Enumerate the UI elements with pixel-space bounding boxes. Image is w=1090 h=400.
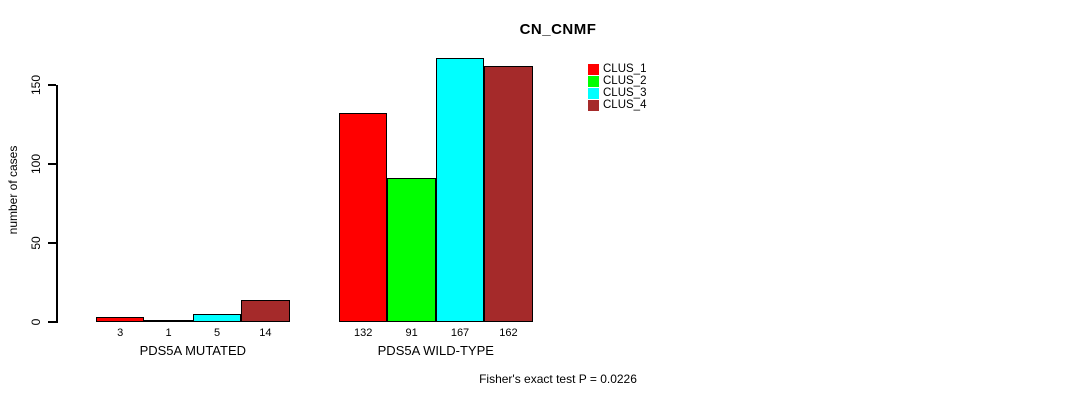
- y-tick-label: 150: [29, 74, 43, 96]
- bar-clus_2-group1: [144, 319, 193, 322]
- bar-value-label: 167: [450, 327, 470, 339]
- group-label: PDS5A WILD-TYPE: [377, 343, 494, 358]
- y-tick-mark: [48, 163, 56, 165]
- bar-value-label: 1: [165, 327, 172, 339]
- bar-clus_2-group2: [387, 178, 436, 322]
- legend: CLUS_1 CLUS_2 CLUS_3 CLUS_4: [588, 63, 646, 111]
- y-tick-mark: [48, 321, 56, 323]
- fisher-test-annotation: Fisher's exact test P = 0.0226: [479, 372, 637, 386]
- y-axis-line: [56, 85, 58, 323]
- legend-label: CLUS_4: [603, 99, 647, 111]
- legend-label: CLUS_2: [603, 75, 647, 87]
- y-tick-mark: [48, 84, 56, 86]
- bar-value-label: 91: [405, 327, 418, 339]
- legend-item-clus_3: CLUS_3: [588, 87, 646, 99]
- y-axis-label: number of cases: [6, 145, 20, 235]
- bar-clus_4-group2: [484, 66, 533, 322]
- bar-clus_4-group1: [241, 299, 290, 322]
- legend-item-clus_4: CLUS_4: [588, 99, 646, 111]
- bar-clus_1-group2: [339, 113, 388, 322]
- legend-swatch-icon: [588, 63, 599, 75]
- chart-title: CN_CNMF: [519, 21, 597, 38]
- legend-swatch-icon: [588, 87, 599, 99]
- y-tick-label: 0: [29, 318, 43, 326]
- y-tick-label: 100: [29, 153, 43, 175]
- bar-clus_3-group1: [192, 314, 242, 322]
- y-tick-label: 50: [29, 236, 43, 250]
- y-tick-mark: [48, 242, 56, 244]
- bar-clus_3-group2: [435, 58, 485, 322]
- bar-value-label: 132: [354, 327, 373, 339]
- bar-clus_1-group1: [96, 317, 145, 322]
- legend-label: CLUS_3: [603, 87, 647, 99]
- legend-swatch-icon: [588, 99, 599, 111]
- legend-swatch-icon: [588, 75, 599, 87]
- bar-value-label: 162: [499, 327, 518, 339]
- bar-value-label: 3: [117, 327, 124, 339]
- legend-item-clus_2: CLUS_2: [588, 75, 646, 87]
- bar-value-label: 5: [213, 327, 221, 339]
- legend-label: CLUS_1: [603, 63, 647, 75]
- legend-item-clus_1: CLUS_1: [588, 63, 646, 75]
- bar-value-label: 14: [259, 327, 272, 339]
- group-label: PDS5A MUTATED: [139, 343, 247, 358]
